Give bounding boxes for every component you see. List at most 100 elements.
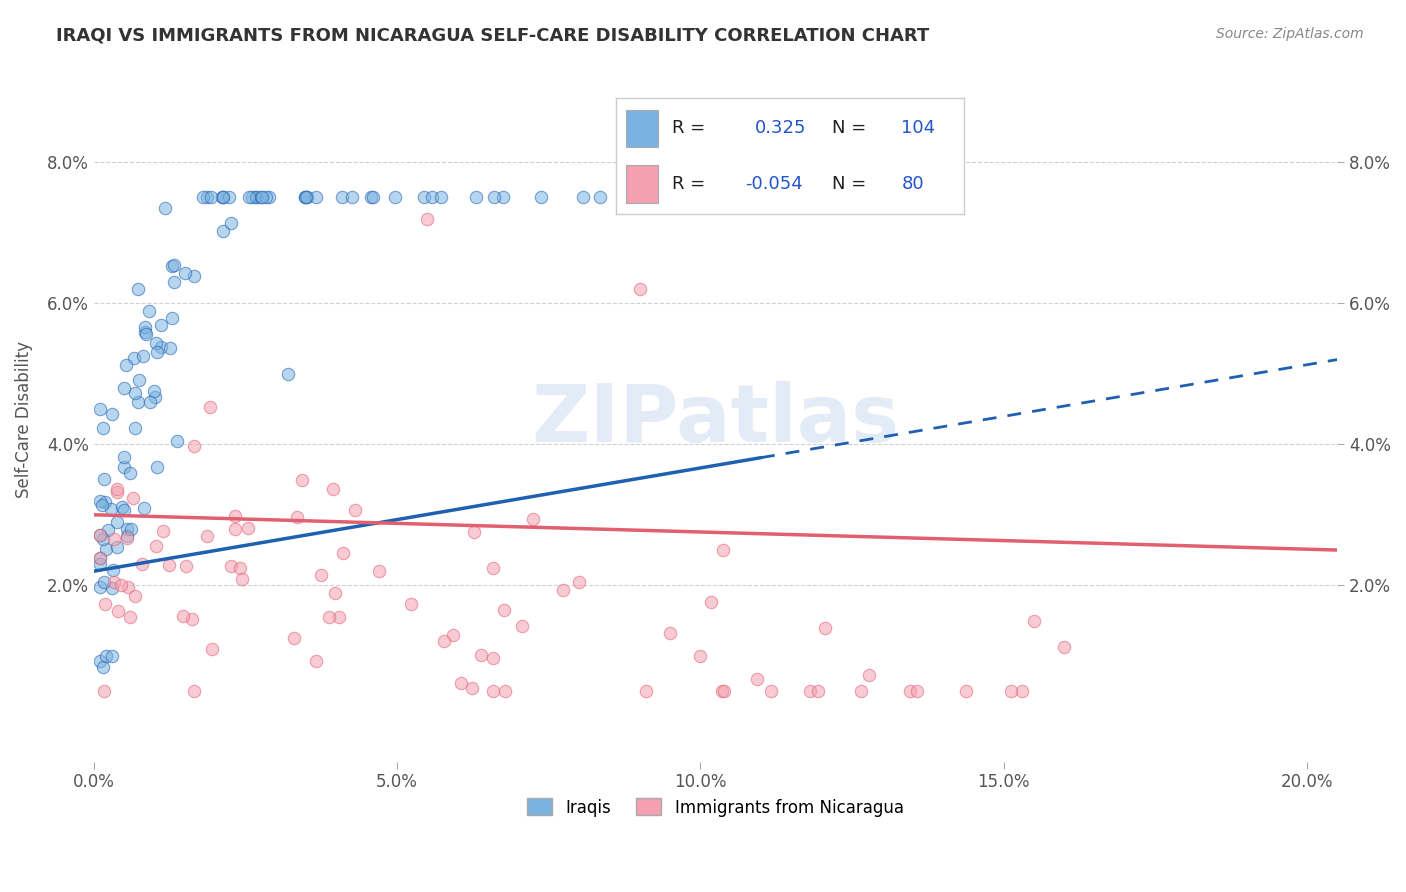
Point: [361, 190, 384, 204]
Point: [212, 190, 235, 204]
Point: [484, 190, 506, 204]
Point: [849, 684, 872, 698]
Point: [568, 575, 591, 590]
Point: [808, 190, 831, 204]
Point: [761, 684, 783, 698]
Point: [107, 604, 129, 618]
Point: [224, 522, 246, 536]
Text: Source: ZipAtlas.com: Source: ZipAtlas.com: [1216, 27, 1364, 41]
Point: [94, 648, 117, 663]
Point: [858, 668, 880, 682]
Point: [145, 539, 167, 553]
Point: [101, 563, 124, 577]
Point: [470, 648, 492, 662]
Point: [91, 421, 114, 435]
Point: [94, 495, 117, 509]
Point: [89, 654, 111, 668]
Point: [112, 503, 135, 517]
Text: IRAQI VS IMMIGRANTS FROM NICARAGUA SELF-CARE DISABILITY CORRELATION CHART: IRAQI VS IMMIGRANTS FROM NICARAGUA SELF-…: [56, 27, 929, 45]
Point: [343, 503, 366, 517]
Point: [183, 268, 205, 283]
Point: [482, 684, 505, 698]
Point: [309, 568, 332, 582]
Point: [482, 561, 505, 575]
Point: [152, 524, 174, 538]
Point: [149, 318, 172, 332]
Point: [159, 341, 181, 355]
Point: [955, 684, 977, 698]
Point: [91, 533, 114, 547]
Point: [94, 597, 117, 611]
Point: [124, 351, 146, 365]
Point: [492, 602, 515, 616]
Point: [797, 190, 820, 204]
Point: [807, 684, 830, 698]
Point: [384, 190, 406, 204]
Point: [135, 327, 157, 342]
Point: [157, 558, 180, 572]
Point: [105, 484, 128, 499]
Point: [589, 190, 612, 204]
Point: [89, 493, 111, 508]
Point: [412, 190, 434, 204]
Point: [124, 421, 146, 435]
Point: [254, 190, 277, 204]
Point: [166, 434, 188, 449]
Point: [89, 528, 111, 542]
Point: [571, 190, 593, 204]
Point: [1022, 614, 1045, 628]
Point: [163, 258, 186, 272]
Point: [105, 482, 128, 496]
Point: [146, 459, 169, 474]
Point: [399, 597, 422, 611]
Point: [100, 502, 122, 516]
Point: [522, 512, 544, 526]
Point: [200, 190, 222, 204]
Point: [139, 395, 162, 409]
Point: [658, 625, 681, 640]
Point: [689, 648, 711, 663]
Point: [174, 266, 197, 280]
Point: [245, 190, 267, 204]
Point: [195, 529, 218, 543]
Point: [294, 190, 316, 204]
Point: [323, 586, 346, 600]
Point: [245, 190, 267, 204]
Point: [238, 521, 260, 535]
Point: [450, 675, 472, 690]
Point: [634, 684, 657, 698]
Point: [211, 224, 233, 238]
Point: [322, 482, 344, 496]
Point: [283, 631, 305, 645]
Point: [799, 684, 821, 698]
Point: [111, 500, 134, 515]
Point: [160, 259, 183, 273]
Point: [143, 390, 166, 404]
Point: [121, 491, 143, 505]
Point: [128, 373, 150, 387]
Point: [330, 190, 353, 204]
Point: [318, 610, 340, 624]
Point: [463, 524, 485, 539]
Point: [240, 190, 263, 204]
Point: [898, 684, 921, 698]
Point: [433, 634, 456, 648]
Point: [112, 459, 135, 474]
Point: [211, 190, 233, 204]
Point: [124, 386, 146, 401]
Point: [360, 190, 382, 204]
Point: [779, 190, 801, 204]
Point: [219, 216, 242, 230]
Point: [460, 681, 482, 695]
Point: [132, 500, 155, 515]
Point: [89, 557, 111, 571]
Point: [183, 684, 205, 698]
Point: [221, 558, 243, 573]
Point: [229, 561, 252, 575]
Point: [172, 609, 194, 624]
Point: [294, 190, 316, 204]
Point: [131, 349, 153, 363]
Point: [117, 580, 139, 594]
Point: [93, 472, 115, 486]
Point: [711, 684, 734, 698]
